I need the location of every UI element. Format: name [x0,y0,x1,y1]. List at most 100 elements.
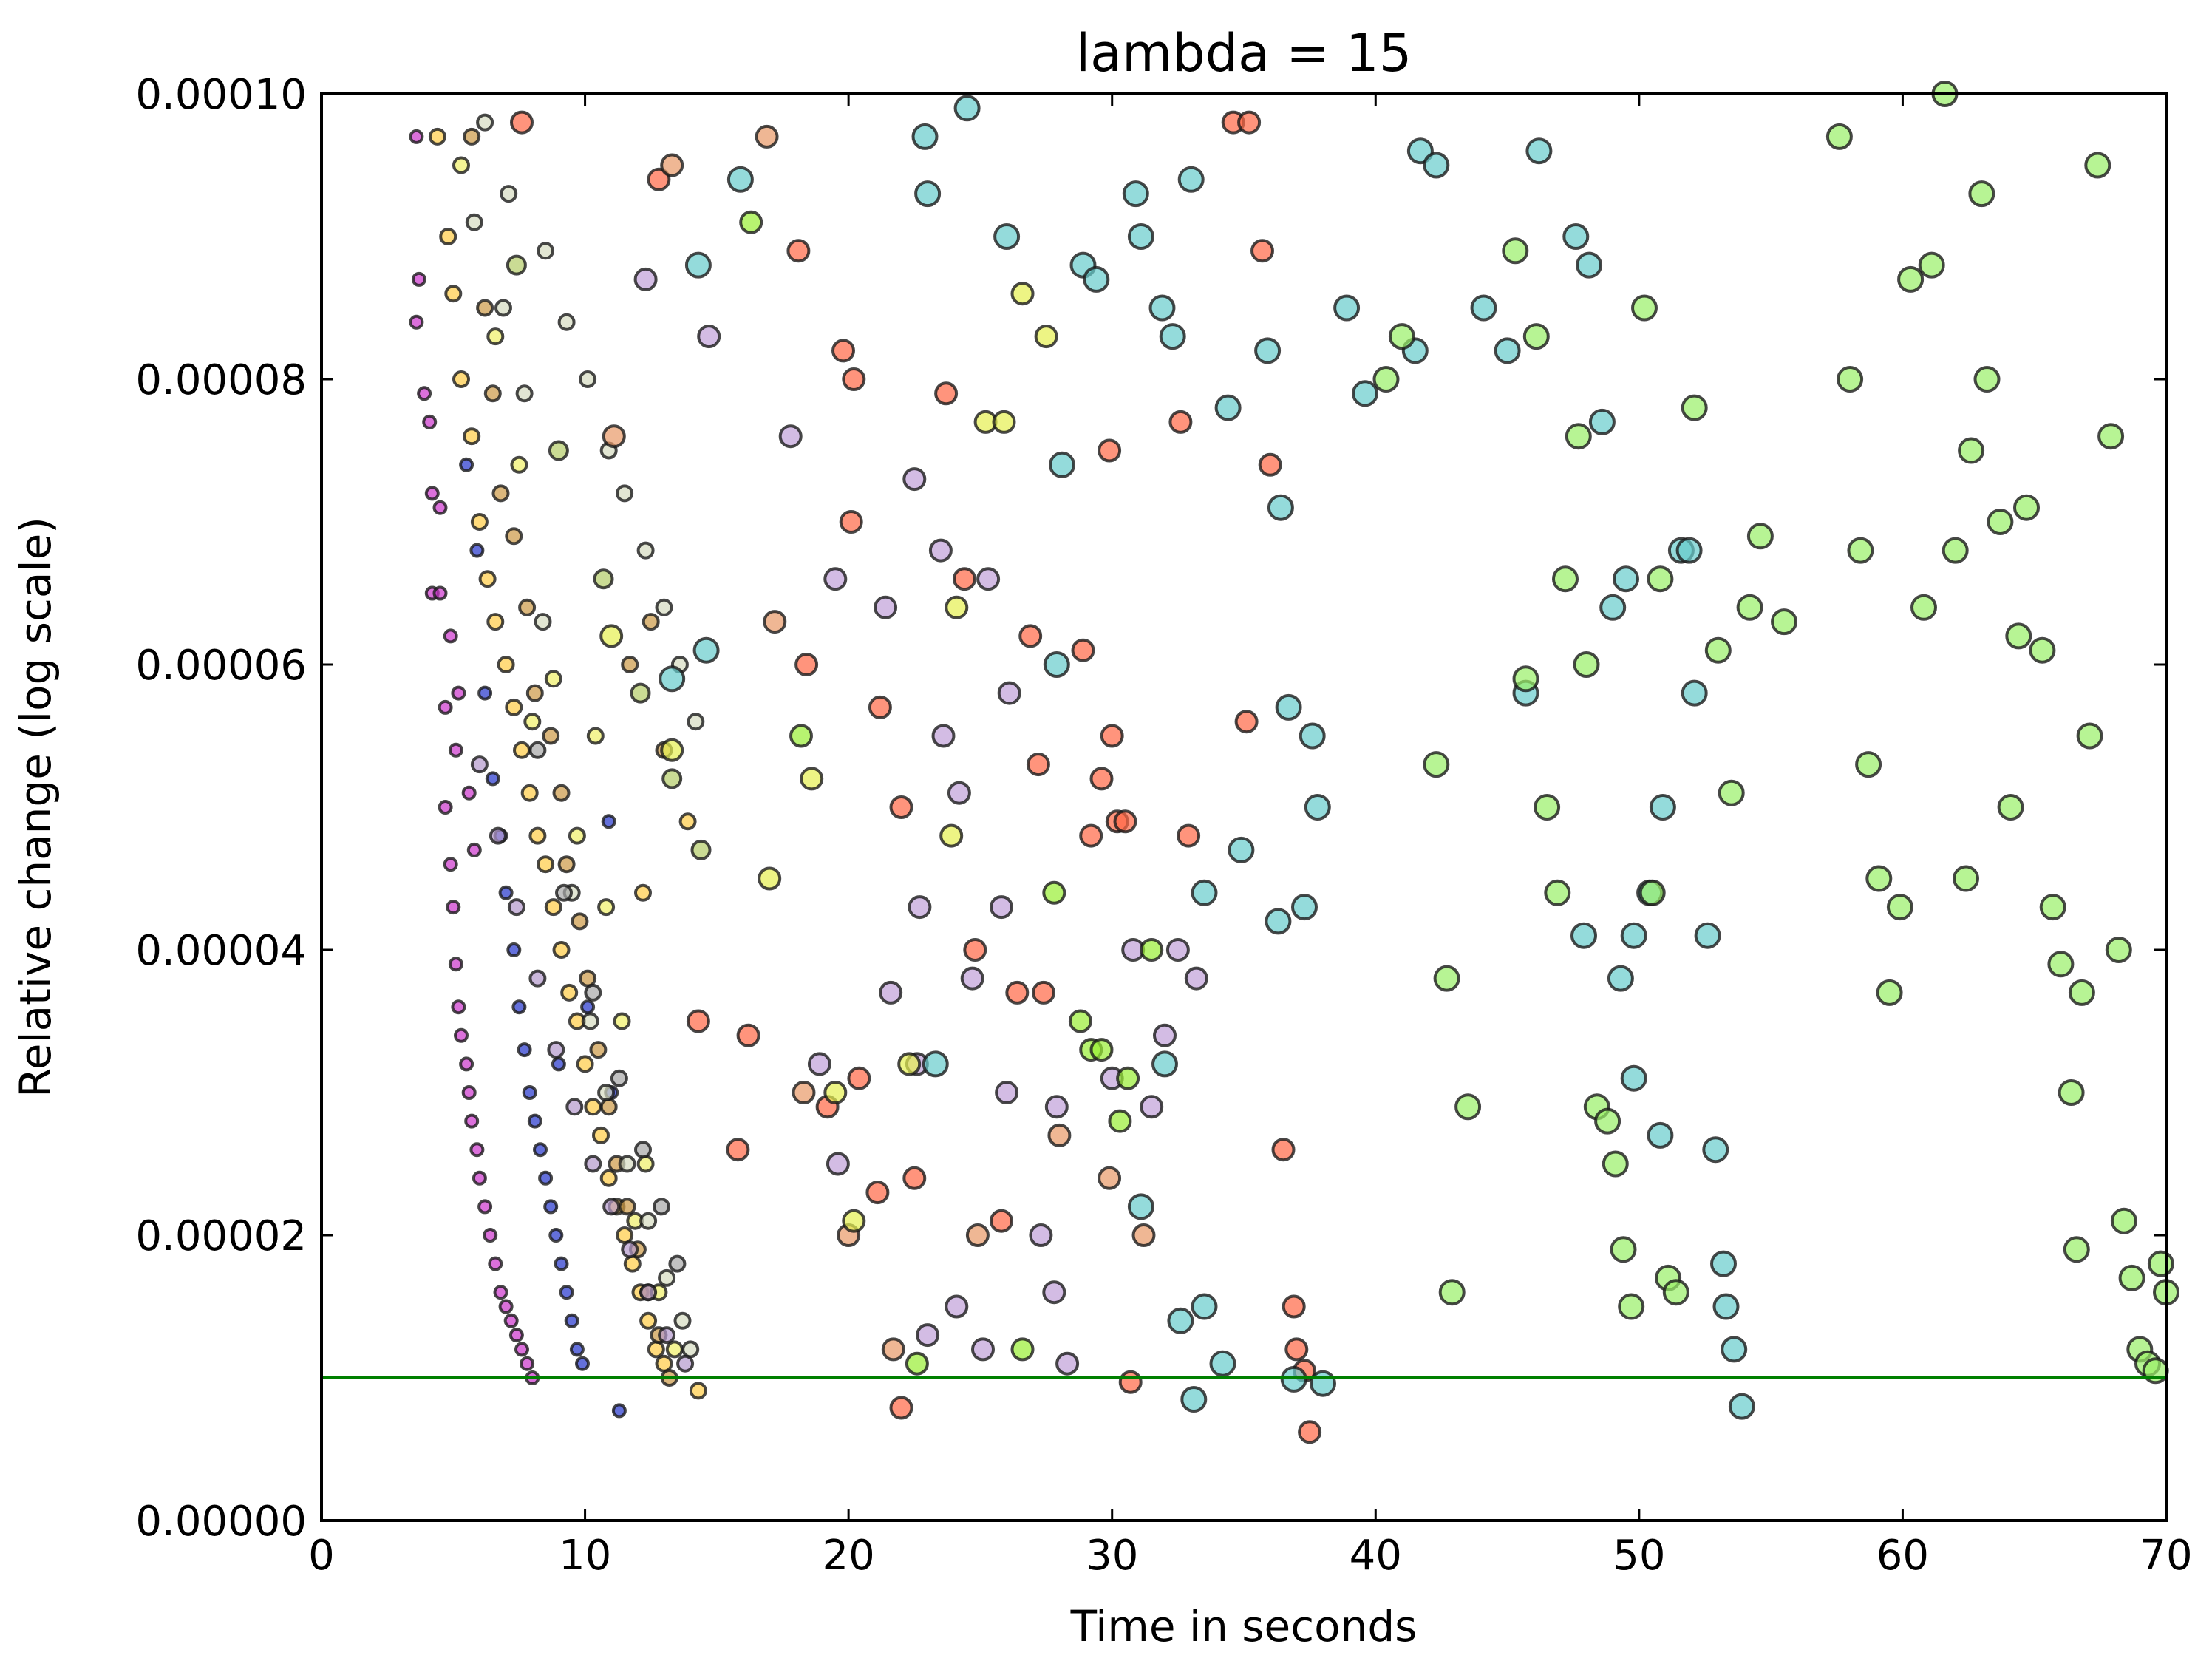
data-point [432,585,448,601]
x-tick-label: 70 [2140,1532,2192,1580]
data-point [2047,951,2075,978]
data-point [687,713,705,731]
data-point [778,424,803,449]
data-point [647,167,671,191]
data-point [639,1283,658,1302]
data-point [498,1299,514,1314]
data-point [1165,938,1190,962]
data-point [422,414,438,429]
data-point [527,1113,542,1129]
data-point [1049,451,1075,478]
data-point [647,1340,665,1359]
data-point [1159,323,1186,350]
data-point [547,1041,565,1059]
data-point [914,180,942,208]
data-point [579,370,597,388]
data-point [739,210,763,234]
data-point [523,713,542,731]
data-point [586,727,605,745]
data-point [1167,1307,1194,1334]
data-point [990,1209,1013,1233]
data-point [443,628,458,644]
data-point [601,814,616,829]
data-point [1071,638,1095,662]
data-point [1565,423,1592,450]
data-point [726,1138,750,1162]
data-point [792,1081,816,1104]
data-point [557,855,576,874]
data-point [786,239,811,263]
data-point [1721,1336,1748,1363]
x-tick-label: 30 [1086,1532,1138,1580]
data-point [1423,751,1450,778]
data-point [881,1337,905,1362]
data-point [634,1141,652,1159]
data-point [2013,494,2040,521]
data-point [1100,724,1124,748]
data-point [564,1313,579,1328]
data-point [2039,894,2066,921]
data-point [1573,651,1600,678]
data-point [452,370,470,388]
data-point [1876,979,1903,1006]
data-point [581,1012,599,1030]
data-point [2076,722,2103,750]
data-point [736,1023,760,1047]
data-point [1704,636,1732,664]
data-point [1026,753,1050,777]
data-point [1131,1223,1156,1247]
data-point [571,912,589,931]
data-point [1140,938,1164,962]
data-point [557,313,576,331]
plot-frame [320,92,2168,1522]
data-point [411,271,426,287]
y-tick-label: 0.00010 [135,71,307,119]
data-point [520,1356,535,1371]
data-point [483,384,502,403]
chart-title: lambda = 15 [1076,23,1412,84]
data-point [1897,265,1925,293]
x-tick-label: 0 [308,1532,335,1580]
data-point [660,153,684,177]
y-tick-label: 0.00008 [135,356,307,404]
data-point [661,768,683,789]
data-point [1254,337,1282,364]
data-point [497,656,515,673]
data-point [466,842,482,857]
data-point [658,1268,676,1287]
data-point [755,124,779,149]
data-point [1736,594,1763,621]
data-point [555,883,573,902]
data-point [552,941,571,959]
data-point [928,538,953,563]
x-tick-label: 10 [559,1532,611,1580]
data-point [1079,823,1103,848]
data-point [1228,836,1255,863]
data-point [1177,823,1201,848]
data-point [897,1052,922,1076]
data-point [1728,1393,1755,1420]
data-point [597,898,616,917]
data-point [1304,794,1331,821]
data-point [568,826,586,845]
data-point [483,1228,498,1243]
data-point [424,486,440,501]
data-point [794,653,819,676]
y-tick-label: 0.00006 [135,642,307,690]
data-point [575,1356,590,1371]
data-point [528,741,547,759]
data-point [507,898,525,917]
data-point [1083,265,1110,293]
data-point [560,983,579,1002]
data-point [494,299,512,317]
data-point [1209,1350,1236,1377]
data-point [533,1142,548,1158]
data-point [1068,1009,1092,1033]
data-point [579,969,597,988]
data-point [665,1340,684,1359]
data-point [1918,251,1945,279]
data-point [1010,282,1035,306]
data-point [1047,1123,1072,1147]
data-point [1388,323,1415,350]
